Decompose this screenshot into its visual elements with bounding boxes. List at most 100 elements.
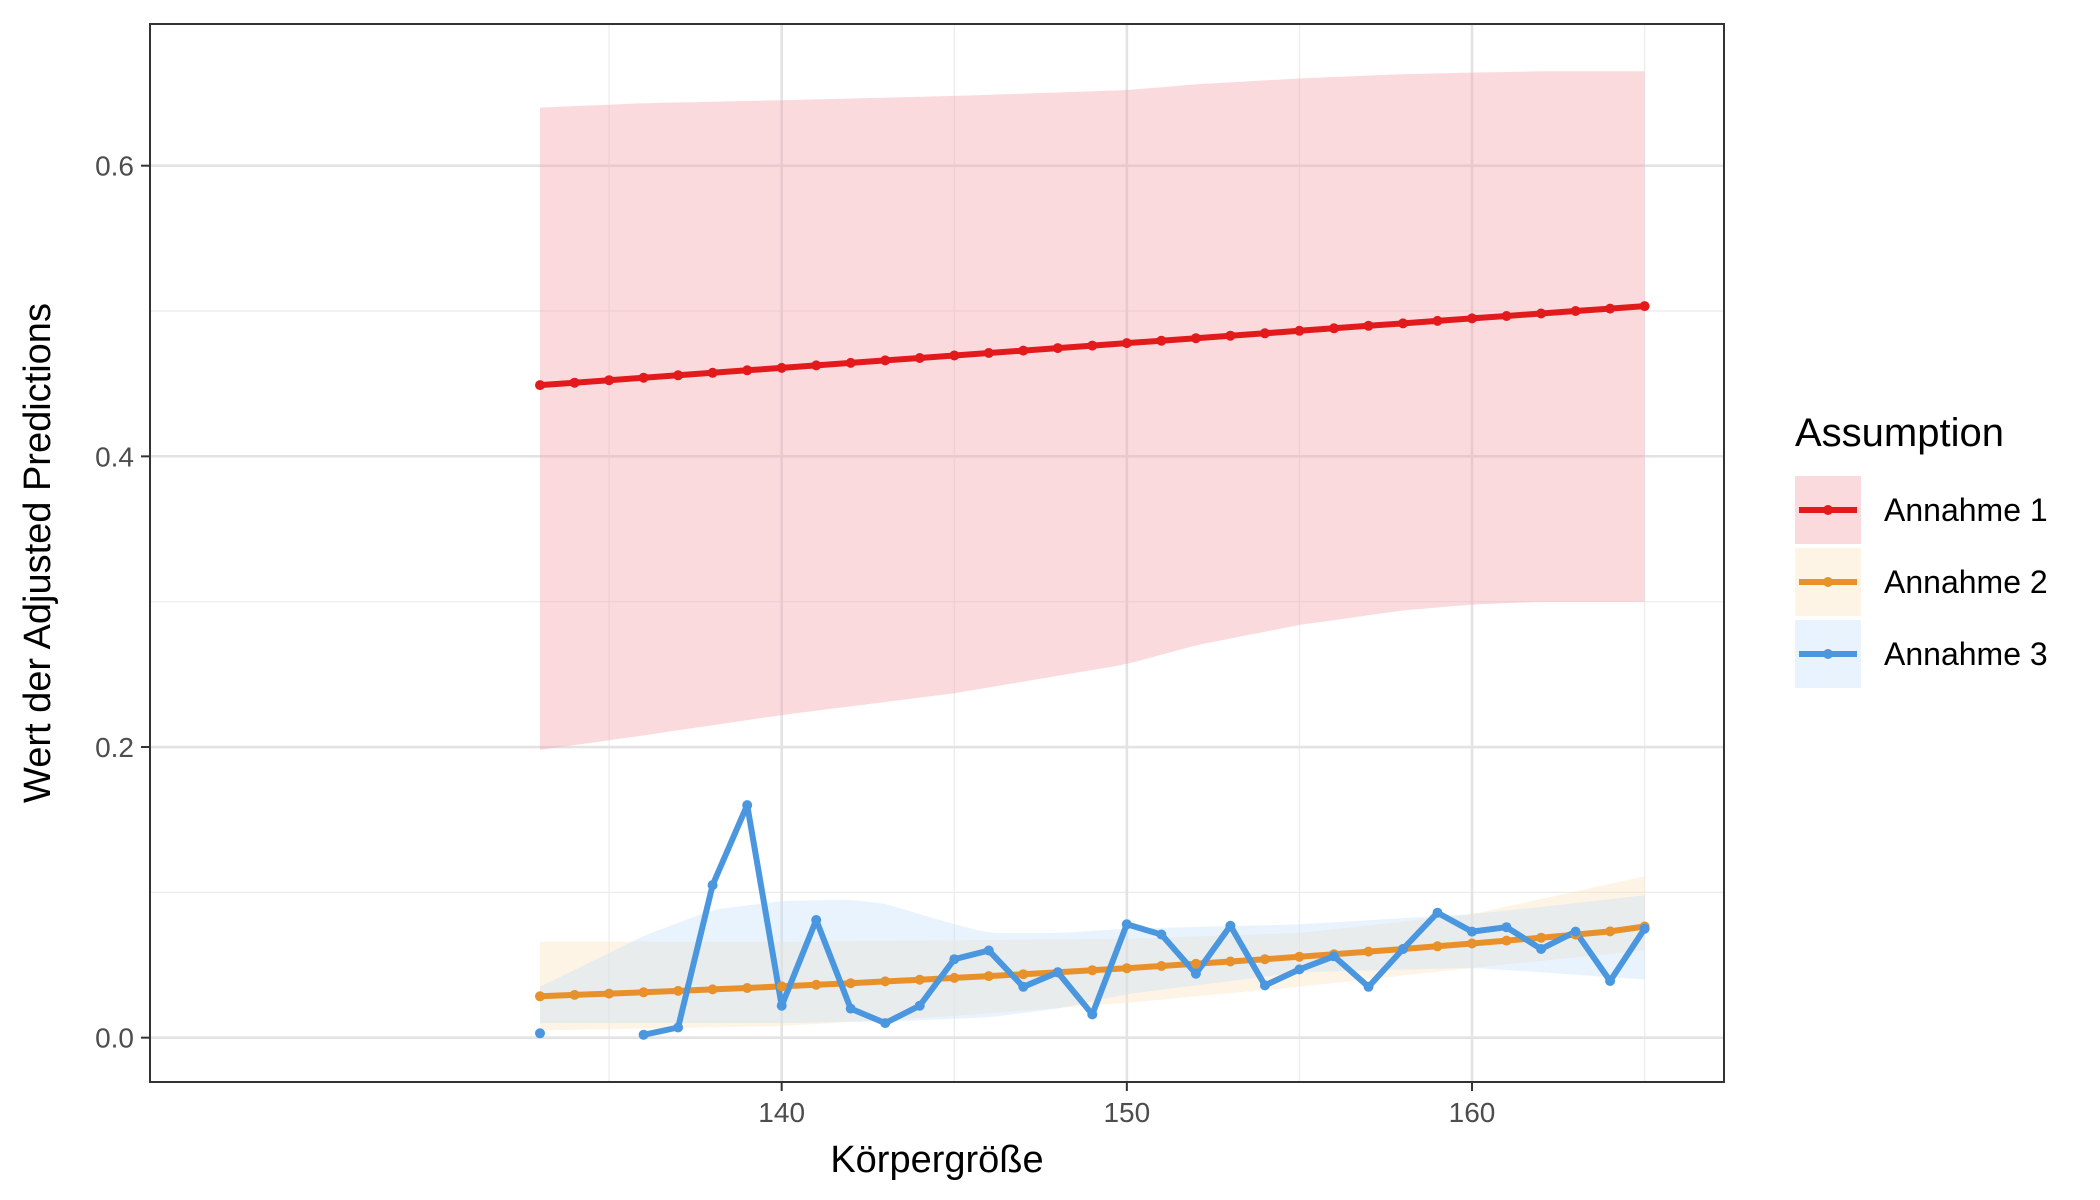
legend-point-annahme-3 xyxy=(1823,649,1833,659)
point-annahme-2 xyxy=(1259,954,1270,965)
point-annahme-2 xyxy=(604,988,615,999)
point-annahme-1 xyxy=(1363,320,1374,331)
series-points xyxy=(535,301,1650,1040)
point-annahme-2 xyxy=(638,987,649,998)
point-annahme-1 xyxy=(1639,301,1650,312)
point-annahme-3 xyxy=(983,945,994,956)
point-annahme-2 xyxy=(1121,963,1132,974)
point-annahme-3 xyxy=(1501,922,1512,933)
point-annahme-1 xyxy=(1259,328,1270,339)
point-annahme-3 xyxy=(1363,981,1374,992)
point-annahme-1 xyxy=(638,372,649,383)
point-annahme-1 xyxy=(880,355,891,366)
point-annahme-3 xyxy=(1018,981,1029,992)
point-annahme-2 xyxy=(1501,935,1512,946)
point-annahme-1 xyxy=(949,350,960,361)
point-annahme-3 xyxy=(811,915,822,925)
point-annahme-2 xyxy=(776,981,787,992)
point-annahme-3 xyxy=(1190,968,1201,979)
legend-label-annahme-2: Annahme 2 xyxy=(1884,564,2048,600)
point-annahme-1 xyxy=(535,380,545,391)
point-annahme-3 xyxy=(949,954,960,965)
point-annahme-3 xyxy=(1432,907,1443,918)
legend-point-annahme-2 xyxy=(1823,577,1833,587)
y-tick-label: 0.0 xyxy=(95,1023,134,1054)
point-annahme-2 xyxy=(811,979,822,990)
legend-title: Assumption xyxy=(1795,411,2004,455)
ribbon-annahme-1 xyxy=(540,71,1645,750)
grid xyxy=(150,24,1724,1082)
point-annahme-3 xyxy=(1294,964,1305,975)
point-annahme-1 xyxy=(1156,335,1167,346)
legend-point-annahme-1 xyxy=(1823,505,1833,515)
point-annahme-2 xyxy=(569,989,580,1000)
point-annahme-3 xyxy=(1052,967,1063,978)
point-annahme-3 xyxy=(1329,951,1339,962)
point-annahme-1 xyxy=(707,367,718,378)
point-annahme-2 xyxy=(535,991,545,1002)
plot-area xyxy=(149,23,1725,1083)
point-annahme-1 xyxy=(1190,333,1201,344)
x-tick-label: 150 xyxy=(1103,1097,1150,1128)
axes: 140 150 160 0.0 0.2 0.4 0.6 xyxy=(95,151,1495,1128)
legend-label-annahme-1: Annahme 1 xyxy=(1884,492,2048,528)
point-annahme-2 xyxy=(1018,969,1029,980)
point-annahme-3 xyxy=(914,1000,925,1011)
panel-border xyxy=(149,23,1725,1083)
point-annahme-3 xyxy=(535,1028,545,1039)
point-annahme-1 xyxy=(776,362,787,373)
point-annahme-1 xyxy=(1605,303,1616,314)
x-axis-title: Körpergröße xyxy=(830,1139,1043,1181)
point-annahme-2 xyxy=(1536,932,1547,943)
point-annahme-1 xyxy=(1536,308,1547,319)
y-tick-label: 0.4 xyxy=(95,441,134,472)
point-annahme-2 xyxy=(1087,965,1098,976)
point-annahme-1 xyxy=(1018,345,1029,356)
point-annahme-1 xyxy=(914,353,925,363)
point-annahme-3 xyxy=(1259,980,1270,991)
point-annahme-3 xyxy=(742,800,753,811)
point-annahme-1 xyxy=(1501,311,1512,321)
point-annahme-3 xyxy=(1087,1009,1098,1020)
point-annahme-1 xyxy=(673,370,684,381)
point-annahme-1 xyxy=(1052,343,1063,354)
point-annahme-2 xyxy=(880,976,891,987)
point-annahme-1 xyxy=(1432,315,1443,326)
point-annahme-2 xyxy=(1605,926,1616,937)
point-annahme-2 xyxy=(1363,946,1374,957)
point-annahme-3 xyxy=(1605,976,1616,986)
y-tick-label: 0.2 xyxy=(95,732,134,763)
point-annahme-3 xyxy=(1398,944,1408,954)
point-annahme-3 xyxy=(776,1000,787,1011)
legend: Assumption Annahme 1 Annahme 2 Annahme 3 xyxy=(1795,411,2048,688)
point-annahme-2 xyxy=(707,984,718,995)
point-annahme-3 xyxy=(845,1003,856,1014)
point-annahme-2 xyxy=(1467,938,1477,949)
point-annahme-3 xyxy=(1225,920,1236,931)
point-annahme-3 xyxy=(673,1022,684,1033)
x-tick-label: 140 xyxy=(758,1097,805,1128)
point-annahme-1 xyxy=(604,375,615,386)
point-annahme-1 xyxy=(1294,325,1305,336)
point-annahme-1 xyxy=(983,348,994,358)
y-tick-label: 0.6 xyxy=(95,151,134,182)
point-annahme-1 xyxy=(569,377,580,388)
point-annahme-1 xyxy=(1467,313,1477,324)
point-annahme-2 xyxy=(1294,951,1305,962)
point-annahme-3 xyxy=(1570,926,1581,937)
point-annahme-1 xyxy=(1329,323,1339,334)
point-annahme-1 xyxy=(811,360,822,371)
point-annahme-3 xyxy=(1467,926,1477,937)
y-axis-title: Wert der Adjusted Predictions xyxy=(17,303,59,803)
point-annahme-2 xyxy=(1225,956,1236,967)
point-annahme-3 xyxy=(638,1029,649,1040)
point-annahme-1 xyxy=(1570,306,1581,316)
point-annahme-2 xyxy=(845,978,856,989)
point-annahme-1 xyxy=(1087,340,1098,351)
point-annahme-2 xyxy=(1156,961,1167,971)
point-annahme-1 xyxy=(742,365,753,376)
ribbon-annahme-2 xyxy=(540,876,1645,1031)
point-annahme-2 xyxy=(1432,941,1443,952)
point-annahme-3 xyxy=(1536,944,1547,954)
